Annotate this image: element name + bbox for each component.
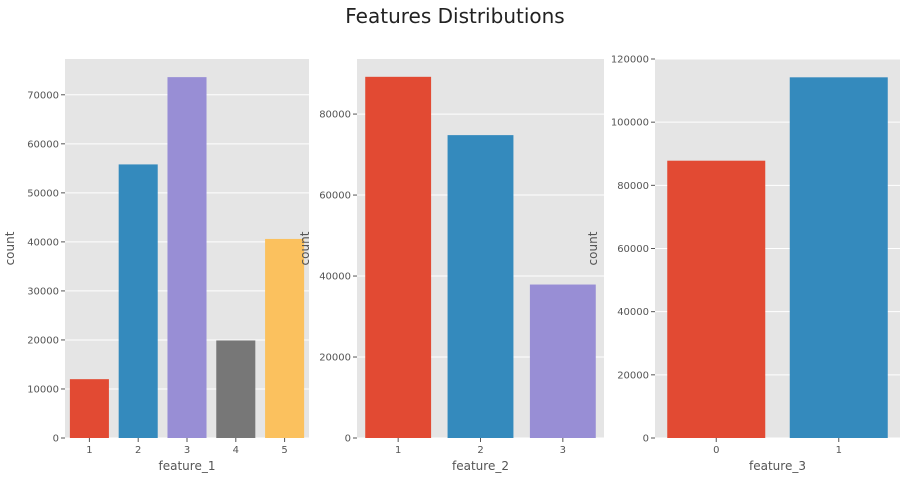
x-tick-label: 1 — [86, 445, 92, 456]
y-tick-label: 80000 — [319, 110, 351, 121]
y-tick-label: 60000 — [27, 139, 59, 150]
bar-1 — [789, 77, 888, 439]
y-axis-label: count — [298, 231, 312, 265]
bar-1 — [69, 379, 109, 438]
bar-1 — [365, 76, 432, 439]
y-tick-label: 120000 — [611, 55, 649, 66]
x-axis-label: feature_3 — [749, 459, 806, 473]
bar-3 — [167, 77, 207, 439]
y-tick-label: 10000 — [27, 384, 59, 395]
y-tick-label: 100000 — [611, 118, 649, 129]
y-tick-label: 40000 — [319, 272, 351, 283]
figure-title: Features Distributions — [345, 4, 565, 28]
x-tick-label: 1 — [836, 445, 842, 456]
x-tick-label: 5 — [281, 445, 287, 456]
y-tick-label: 0 — [643, 434, 649, 445]
y-tick-label: 40000 — [617, 307, 649, 318]
y-tick-label: 60000 — [319, 191, 351, 202]
bar-2 — [118, 164, 158, 438]
x-tick-label: 2 — [477, 445, 483, 456]
y-tick-label: 0 — [53, 434, 59, 445]
x-tick-label: 0 — [713, 445, 719, 456]
bar-2 — [447, 135, 514, 438]
x-tick-label: 4 — [233, 445, 239, 456]
x-axis-label: feature_1 — [159, 459, 216, 473]
bar-4 — [216, 340, 256, 438]
y-tick-label: 30000 — [27, 286, 59, 297]
y-axis-label: count — [3, 231, 17, 265]
x-tick-label: 3 — [184, 445, 190, 456]
y-tick-label: 50000 — [27, 188, 59, 199]
y-tick-label: 60000 — [617, 244, 649, 255]
y-tick-label: 20000 — [27, 335, 59, 346]
y-tick-label: 40000 — [27, 237, 59, 248]
y-tick-label: 0 — [345, 434, 351, 445]
y-axis-label: count — [586, 231, 600, 265]
y-tick-label: 80000 — [617, 181, 649, 192]
bar-3 — [529, 284, 596, 438]
x-tick-label: 1 — [395, 445, 401, 456]
y-tick-label: 20000 — [319, 353, 351, 364]
x-tick-label: 2 — [135, 445, 141, 456]
y-tick-label: 20000 — [617, 370, 649, 381]
x-tick-label: 3 — [560, 445, 566, 456]
bar-5 — [265, 238, 305, 438]
x-axis-label: feature_2 — [452, 459, 509, 473]
y-tick-label: 70000 — [27, 90, 59, 101]
bar-0 — [667, 160, 766, 438]
